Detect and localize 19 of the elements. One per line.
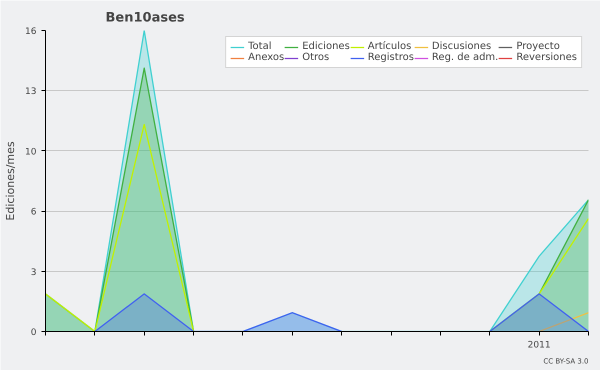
legend-label: Anexos (248, 52, 284, 63)
legend-label: Proyecto (516, 41, 560, 52)
y-tick-label: 3 (30, 268, 37, 278)
legend-label: Artículos (368, 41, 412, 52)
x-tick-label: 2011 (528, 340, 551, 350)
legend-label: Reversiones (516, 52, 577, 63)
y-tick-label: 16 (25, 27, 37, 37)
legend-label: Reg. de adm. (432, 52, 498, 63)
legend-label: Otros (302, 52, 330, 63)
y-axis-title: Ediciones/mes (4, 141, 18, 221)
legend-label: Discusiones (432, 41, 492, 52)
legend-label: Ediciones (302, 41, 350, 52)
legend-label: Total (248, 41, 272, 52)
y-tick-label: 13 (25, 87, 36, 98)
chart-title: Ben10ases (106, 10, 185, 26)
y-tick-label: 0 (30, 328, 37, 338)
y-tick-label: 10 (25, 147, 37, 158)
y-tick-label: 6 (30, 208, 37, 218)
legend-label: Registros (368, 52, 414, 63)
